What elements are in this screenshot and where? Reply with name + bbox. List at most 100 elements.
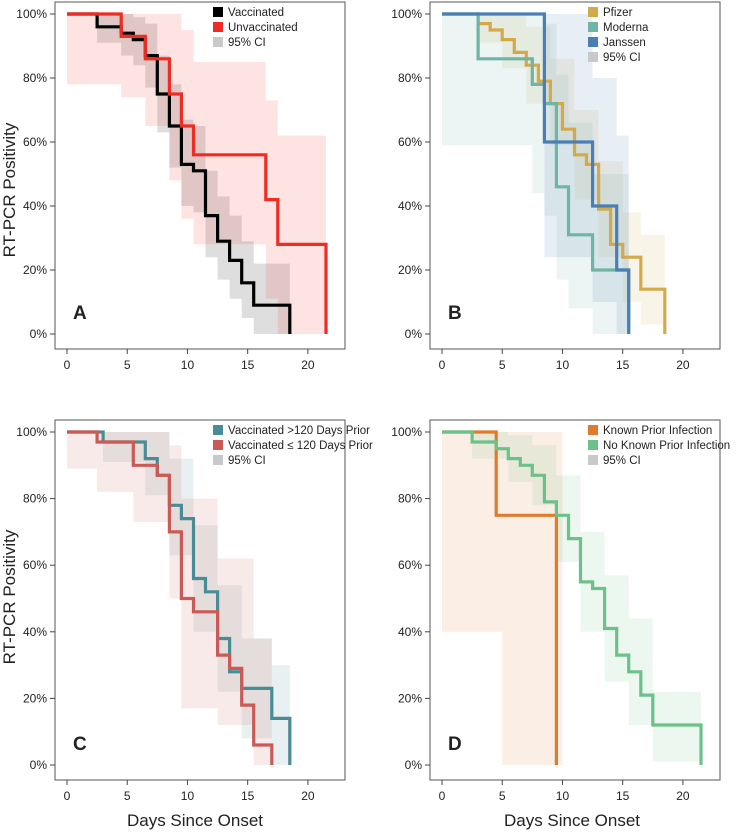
y-tick-label: 60% <box>23 135 47 149</box>
panel-letter: A <box>73 303 87 324</box>
ci-band-vaccinated-120-days-prior <box>67 432 290 765</box>
y-tick-label: 100% <box>391 425 422 439</box>
y-tick-label: 20% <box>23 691 47 705</box>
x-tick-label: 15 <box>241 358 255 372</box>
series-line-no-known-prior-infection <box>442 430 703 765</box>
legend-label-vaccinated: Vaccinated <box>228 7 284 19</box>
legend-swatch-known-prior-infection <box>588 425 598 435</box>
y-tick-label: 0% <box>405 327 423 341</box>
y-tick-label: 100% <box>16 7 47 21</box>
y-tick-label: 40% <box>398 625 422 639</box>
panels: 0%20%40%60%80%100%0 5 10 15 20VaccinatedUnva… <box>16 1 730 803</box>
legend-swatch-95-ci <box>213 37 223 47</box>
y-axis-label-top: RT-PCR Positivity <box>0 122 19 257</box>
y-tick-label: 20% <box>398 691 422 705</box>
series-line-vaccinated-120-days-prior <box>67 430 292 765</box>
panel-d: 0% 20% 40% 60% 80% 100% 0 5 10 15 20 Known Prior In… <box>391 419 730 803</box>
ci-band-janssen <box>442 14 629 334</box>
legend-label-95-ci: 95% CI <box>228 455 266 467</box>
y-tick-label: 80% <box>23 71 47 85</box>
series-line-moderna <box>442 12 631 334</box>
plot-frame <box>54 1 346 350</box>
x-tick-label: 5 <box>499 358 506 372</box>
legend-swatch-95-ci <box>588 455 598 465</box>
x-tick-label: 0 <box>64 789 71 803</box>
x-tick-label: 20 <box>676 358 690 372</box>
x-tick-label: 5 <box>124 358 131 372</box>
legend-swatch-vaccinated-120-days-prior <box>213 440 223 450</box>
legend-label-known-prior-infection: Known Prior Infection <box>603 425 712 437</box>
y-tick-label: 100% <box>391 7 422 21</box>
x-tick-label: 10 <box>556 358 570 372</box>
y-axis-label-bottom: RT-PCR Positivity <box>0 529 19 664</box>
legend-swatch-pfizer <box>588 7 598 17</box>
ci-band-no-known-prior-infection <box>442 432 701 762</box>
legend-swatch-95-ci <box>588 52 598 62</box>
y-tick-label: 60% <box>398 135 422 149</box>
x-tick-label: 20 <box>301 358 315 372</box>
x-tick-label: 15 <box>616 789 630 803</box>
series-line-unvaccinated <box>67 12 328 334</box>
x-tick-label: 10 <box>181 789 195 803</box>
legend-swatch-no-known-prior-infection <box>588 440 598 450</box>
legend-label-vaccinated-120-days-prior: Vaccinated ≤ 120 Days Prior <box>228 440 373 452</box>
series-line-pfizer <box>442 12 667 334</box>
y-tick-label: 20% <box>23 263 47 277</box>
plot-frame <box>429 1 721 350</box>
x-tick-label: 5 <box>124 789 131 803</box>
y-tick-label: 40% <box>23 199 47 213</box>
legend-label-95-ci: 95% CI <box>603 455 641 467</box>
panel-letter: B <box>448 303 462 324</box>
y-tick-label: 20% <box>398 263 422 277</box>
legend-swatch-moderna <box>588 22 598 32</box>
panel-a: 0% 20% 40% 60% 80% 100% 0 5 10 15 20 Vaccinated Unva… <box>16 1 346 372</box>
legend-label-no-known-prior-infection: No Known Prior Infection <box>603 440 730 452</box>
legend-swatch-janssen <box>588 37 598 47</box>
y-tick-label: 60% <box>23 558 47 572</box>
y-tick-label: 40% <box>23 625 47 639</box>
y-tick-label: 80% <box>398 492 422 506</box>
x-tick-label: 0 <box>64 358 71 372</box>
x-axis-label-left: Days Since Onset <box>127 811 263 830</box>
legend-label-95-ci: 95% CI <box>228 37 266 49</box>
ci-band-unvaccinated <box>67 14 326 334</box>
y-tick-label: 60% <box>398 558 422 572</box>
x-axis-label-right: Days Since Onset <box>504 811 640 830</box>
ci-band-vaccinated-120-days-prior <box>67 432 272 765</box>
ci-band-moderna <box>442 14 629 334</box>
legend-label-moderna: Moderna <box>603 22 649 34</box>
legend-swatch-95-ci <box>213 455 223 465</box>
x-tick-label: 0 <box>439 358 446 372</box>
series-line-janssen <box>442 12 631 334</box>
y-tick-label: 80% <box>398 71 422 85</box>
panel-c: 0% 20% 40% 60% 80% 100% 0 5 10 15 20 Vaccinated >12… <box>16 419 373 803</box>
y-tick-label: 100% <box>16 425 47 439</box>
y-tick-label: 0% <box>30 758 48 772</box>
x-tick-label: 10 <box>181 358 195 372</box>
panel-letter: D <box>448 734 462 755</box>
legend-label-vaccinated-120-days-prior: Vaccinated >120 Days Prior <box>228 425 370 437</box>
x-tick-label: 15 <box>241 789 255 803</box>
panel-letter: C <box>73 734 87 755</box>
legend-swatch-unvaccinated <box>213 22 223 32</box>
x-tick-label: 20 <box>301 789 315 803</box>
series-line-vaccinated-120-days-prior <box>67 430 274 765</box>
legend-label-unvaccinated: Unvaccinated <box>228 22 298 34</box>
y-tick-label: 0% <box>30 327 48 341</box>
x-tick-label: 20 <box>676 789 690 803</box>
ci-band-pfizer <box>442 14 665 334</box>
series-line-vaccinated <box>67 12 292 334</box>
y-tick-label: 80% <box>23 492 47 506</box>
legend-label-95-ci: 95% CI <box>603 52 641 64</box>
legend-label-pfizer: Pfizer <box>603 7 633 19</box>
plot-frame <box>429 419 721 781</box>
y-tick-label: 40% <box>398 199 422 213</box>
plot-frame <box>54 419 346 781</box>
x-tick-label: 15 <box>616 358 630 372</box>
legend-label-janssen: Janssen <box>603 37 646 49</box>
legend-swatch-vaccinated <box>213 7 223 17</box>
x-tick-label: 0 <box>439 789 446 803</box>
x-tick-label: 10 <box>556 789 570 803</box>
x-tick-label: 5 <box>499 789 506 803</box>
